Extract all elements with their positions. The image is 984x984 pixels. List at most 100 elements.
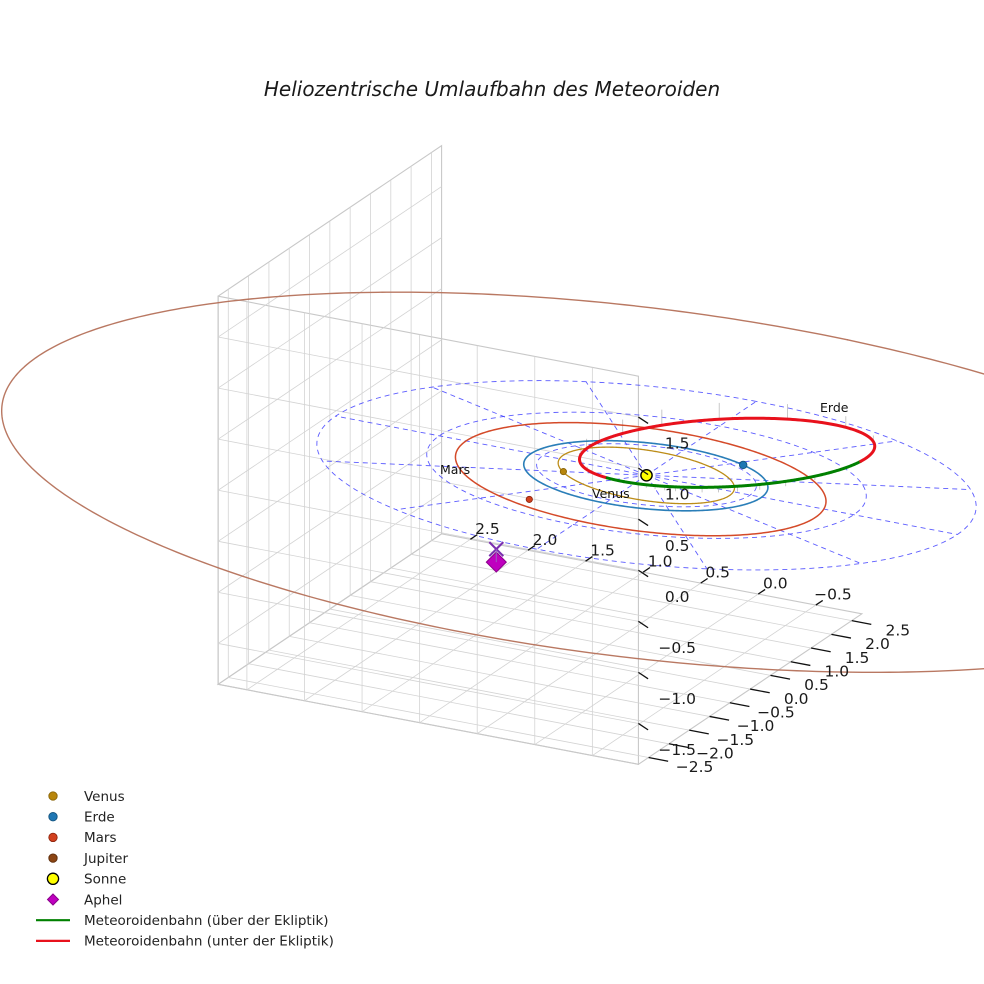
polar-grid-spoke bbox=[646, 474, 971, 491]
x-tick bbox=[810, 647, 831, 653]
grid-line bbox=[411, 553, 832, 635]
x-tick bbox=[851, 620, 872, 626]
grid-line bbox=[419, 571, 644, 723]
y-tick bbox=[585, 556, 593, 562]
x-tick-label: −2.0 bbox=[696, 745, 734, 763]
legend-label: Erde bbox=[84, 810, 115, 826]
z-tick bbox=[638, 620, 649, 629]
z-tick-label: −1.5 bbox=[658, 741, 696, 759]
legend-label: Venus bbox=[84, 789, 125, 805]
legend-label: Sonne bbox=[84, 872, 126, 888]
grid-line bbox=[218, 387, 639, 469]
grid-line bbox=[217, 237, 442, 389]
polar-grid-spoke bbox=[335, 415, 647, 476]
legend-item-meteoroidenbahn[interactable]: Meteoroidenbahn (unter der Ekliptik) bbox=[36, 934, 334, 950]
x-tick bbox=[790, 661, 811, 667]
grid-line bbox=[218, 489, 639, 571]
legend-item-jupiter[interactable]: Jupiter bbox=[48, 851, 129, 867]
legend-marker-swatch bbox=[48, 832, 58, 843]
x-tick-label: 2.5 bbox=[885, 621, 910, 639]
grid-line bbox=[218, 336, 639, 418]
x-tick bbox=[709, 715, 730, 721]
grid-line bbox=[218, 540, 639, 622]
legend-marker-swatch bbox=[48, 812, 58, 822]
polar-grid-spoke bbox=[646, 474, 958, 535]
z-tick bbox=[638, 569, 649, 578]
grid-line bbox=[217, 390, 442, 542]
x-tick-label: −2.5 bbox=[676, 758, 714, 776]
y-tick-label: 2.0 bbox=[533, 531, 558, 549]
grid-line bbox=[289, 636, 710, 717]
marker-mars bbox=[525, 495, 533, 503]
x-tick bbox=[831, 633, 852, 639]
x-tick bbox=[750, 688, 770, 694]
grid-line bbox=[217, 288, 442, 440]
mars-label: Mars bbox=[440, 462, 470, 477]
polar-grid-spoke bbox=[646, 401, 757, 476]
grid-line bbox=[217, 441, 442, 593]
polar-grid-circle bbox=[316, 380, 977, 571]
z-tick-label: 0.0 bbox=[665, 588, 690, 606]
legend-item-erde[interactable]: Erde bbox=[48, 810, 115, 826]
grid-line bbox=[217, 186, 442, 338]
x-tick-label: 0.0 bbox=[784, 690, 809, 708]
legend-item-sonne[interactable]: Sonne bbox=[46, 872, 126, 888]
y-tick-label: 1.0 bbox=[648, 553, 673, 571]
x-tick bbox=[770, 674, 791, 680]
x-tick bbox=[729, 702, 750, 708]
polar-grid-spoke bbox=[585, 381, 647, 476]
y-tick bbox=[470, 534, 478, 540]
body-markers bbox=[485, 460, 748, 573]
axis-tick-labels: −2.5−2.0−1.5−1.0−0.50.00.51.01.52.02.5−0… bbox=[475, 435, 910, 777]
grid-line bbox=[370, 581, 791, 663]
legend-item-aphel[interactable]: Aphel bbox=[46, 892, 123, 908]
legend-item-venus[interactable]: Venus bbox=[48, 789, 125, 805]
y-tick-label: 1.5 bbox=[590, 542, 615, 560]
x-tick-label: 2.0 bbox=[865, 635, 890, 653]
polar-grid-spoke bbox=[431, 386, 647, 476]
legend-item-mars[interactable]: Mars bbox=[48, 830, 117, 846]
side-pane-x-edge bbox=[217, 295, 639, 765]
y-tick bbox=[700, 577, 708, 584]
legend-item-meteoroidenbahn[interactable]: Meteoroidenbahn (über der Ekliptik) bbox=[36, 913, 329, 929]
x-tick-label: 1.0 bbox=[824, 663, 849, 681]
z-tick-label: −0.5 bbox=[658, 639, 696, 657]
orbit-jupiter-orbit bbox=[0, 291, 984, 674]
grid-line bbox=[217, 492, 442, 644]
z-tick-label: 1.5 bbox=[665, 435, 690, 453]
meteoroid-orbit bbox=[578, 416, 877, 489]
z-tick bbox=[638, 722, 649, 731]
grid-line bbox=[248, 663, 669, 745]
orbit-mars-orbit bbox=[454, 421, 827, 537]
grid-line bbox=[390, 567, 812, 649]
grid-line bbox=[218, 438, 639, 520]
polar-grid-spoke bbox=[536, 474, 647, 550]
x-tick bbox=[648, 756, 669, 762]
grid-line bbox=[592, 604, 817, 756]
z-tick bbox=[638, 467, 649, 476]
meteoroid-path-above-ecliptic bbox=[622, 459, 863, 489]
y-tick bbox=[527, 545, 536, 551]
polar-grid-spoke bbox=[395, 474, 647, 511]
venus-label: Venus bbox=[592, 486, 630, 501]
grid-line bbox=[218, 643, 639, 724]
legend-label: Mars bbox=[84, 830, 117, 846]
z-tick-label: 1.0 bbox=[665, 486, 690, 504]
legend-label: Meteoroidenbahn (über der Ekliptik) bbox=[84, 913, 329, 929]
z-tick bbox=[638, 671, 649, 680]
legend-label: Meteoroidenbahn (unter der Ekliptik) bbox=[84, 934, 334, 950]
grid-line bbox=[361, 560, 586, 713]
x-tick-label: 1.5 bbox=[845, 649, 870, 667]
marker-venus bbox=[559, 468, 567, 476]
y-tick-label: −0.5 bbox=[814, 586, 852, 604]
z-tick bbox=[638, 416, 649, 425]
x-tick-label: 0.5 bbox=[804, 676, 829, 694]
legend: Venus Erde Mars Jupiter Sonne Aphel Meteoroide… bbox=[36, 789, 334, 950]
z-tick bbox=[638, 518, 649, 527]
orbit-erde-orbit bbox=[522, 439, 769, 512]
marker-sonne bbox=[640, 468, 653, 482]
ecliptic-polar-grid bbox=[316, 380, 977, 571]
y-tick bbox=[757, 588, 766, 595]
page-title: Heliozentrische Umlaufbahn des Meteoroid… bbox=[264, 77, 720, 101]
